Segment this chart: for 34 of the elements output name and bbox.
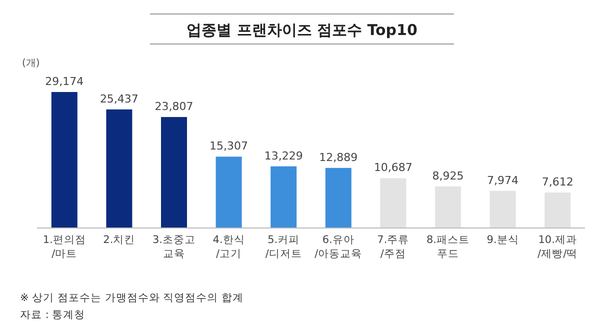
data-label: 15,307 [210, 140, 248, 153]
chart-title: 업종별 프랜차이즈 점포수 Top10 [186, 21, 418, 39]
bar [325, 168, 352, 228]
x-tick-label: 5.커피/디저트 [265, 234, 302, 260]
data-label: 8,925 [432, 169, 464, 182]
data-label: 25,437 [100, 92, 138, 106]
data-label: 12,889 [319, 150, 358, 164]
data-label: 23,807 [154, 100, 194, 114]
bar [544, 192, 571, 228]
bar [270, 166, 297, 228]
text: ※ 상기 점포수는 가맹점수와 직영점수의 합계 [20, 292, 244, 304]
data-label: 13,229 [264, 149, 303, 162]
bar [161, 117, 187, 228]
x-tick-label: 6.유아/아동교육 [314, 234, 362, 260]
bar [380, 178, 406, 228]
x-tick-label: 3.초중고 교육 [152, 234, 196, 260]
x-tick-label: 9.분식 [486, 234, 519, 246]
bar [490, 190, 516, 228]
bar [106, 109, 132, 228]
x-tick-label: 8.패스트 푸드 [426, 234, 470, 260]
data-label: 10,687 [374, 161, 412, 174]
x-tick-label: 7.주류/주점 [377, 234, 410, 260]
bar [51, 92, 78, 228]
bar [435, 186, 461, 228]
x-tick-label: 4.한식/고기 [212, 234, 245, 260]
text: 자료 : 통계청 [20, 309, 86, 321]
data-label: 7,974 [487, 174, 519, 187]
x-tick-label: 10.제과/제빵/떡 [538, 234, 578, 260]
bar [216, 156, 242, 228]
x-tick-label: 1.편의점/마트 [42, 234, 86, 260]
data-label: 29,174 [45, 75, 84, 88]
y-axis-title: (개) [22, 58, 40, 69]
x-tick-label: 2.치킨 [103, 234, 136, 246]
data-label: 7,612 [542, 176, 574, 189]
